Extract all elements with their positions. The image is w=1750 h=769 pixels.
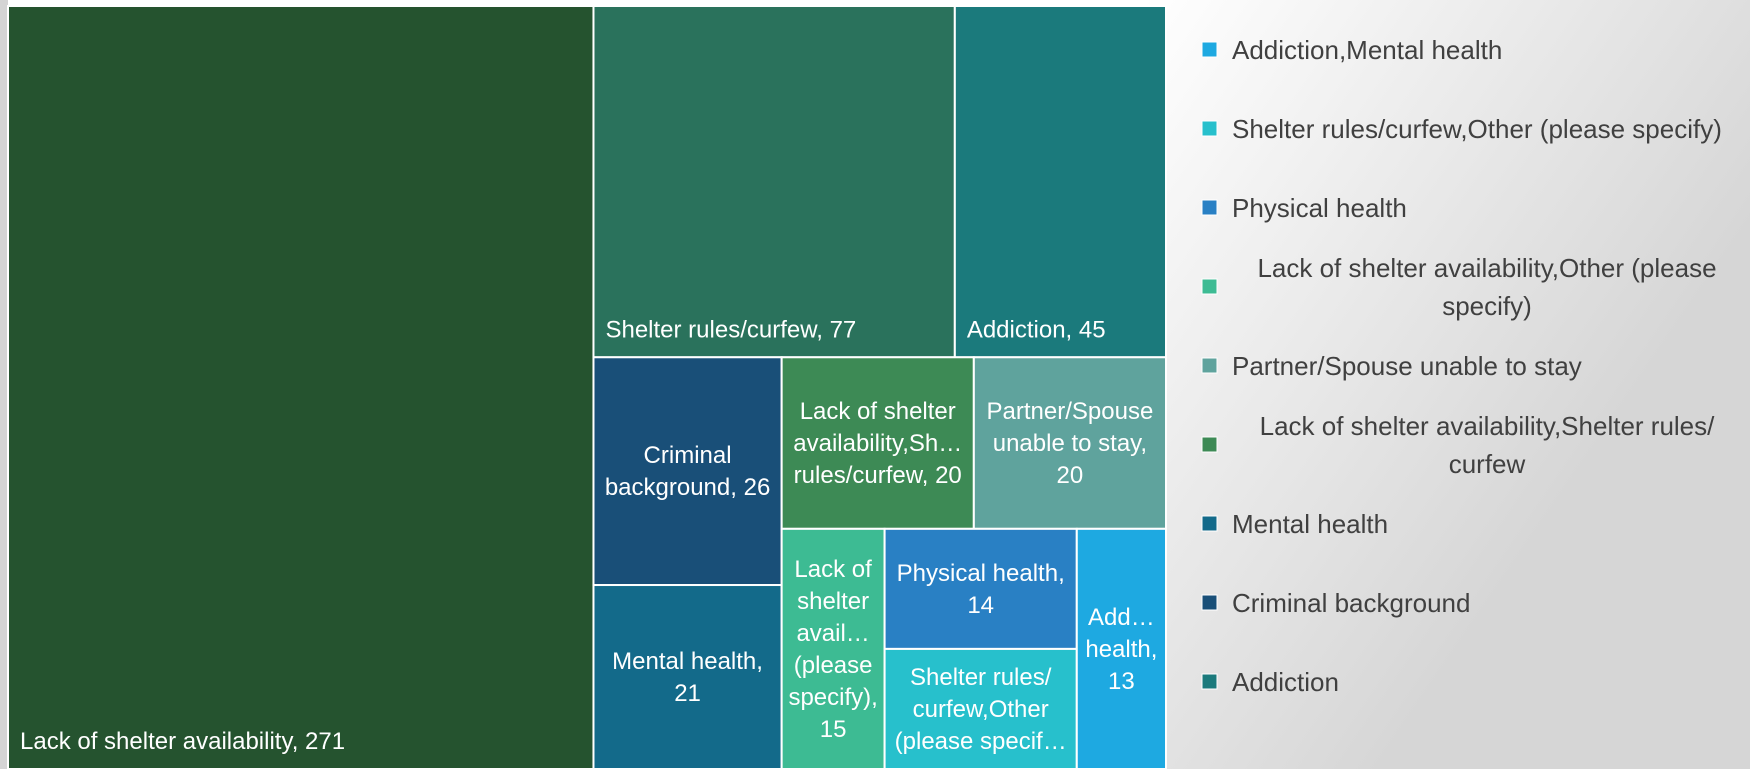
cell-name: Shelter rules/curfew — [605, 316, 818, 343]
cell-value: 21 — [674, 680, 701, 707]
legend-swatch — [1201, 120, 1218, 137]
legend-swatch — [1201, 673, 1218, 690]
cell-label: Lack of shelter avail… (please specify), 15 — [788, 556, 877, 743]
cell-name: Add… health — [1085, 604, 1154, 663]
legend-label: Addiction — [1232, 667, 1339, 697]
treemap: Lack of shelter availability, 271 Shelter… — [7, 5, 1168, 769]
treemap-cell — [592, 5, 956, 359]
legend-swatch — [1201, 357, 1218, 374]
treemap-cell — [972, 356, 1168, 530]
cell-label: Criminal background, 26 — [605, 442, 770, 501]
cell-name: Lack of shelter availability — [20, 728, 293, 755]
legend-item: Criminal background — [1201, 588, 1470, 618]
treemap-cell — [7, 5, 595, 769]
legend-label: Lack of shelter availability,Shelter rul… — [1260, 411, 1716, 479]
legend-item: Addiction,Mental health — [1201, 35, 1502, 65]
legend-item: Lack of shelter availability,Shelter rul… — [1201, 411, 1716, 479]
treemap-cell — [953, 5, 1167, 359]
legend-label: Criminal background — [1232, 588, 1470, 618]
cell-label: Addiction, 45 — [967, 316, 1106, 343]
cell-name: Physical health — [897, 560, 1058, 587]
cell-name: Partner/Spouse unable to stay — [987, 398, 1154, 457]
treemap-cell — [592, 584, 783, 769]
cell-label: Shelter rules/curfew,Other (please specif… — [895, 664, 1067, 755]
legend-item: Mental health — [1201, 509, 1388, 539]
cell-label: Partner/Spouse unable to stay, 20 — [987, 398, 1154, 489]
cell-name: Mental health — [612, 648, 756, 675]
legend-label: Shelter rules/curfew,Other (please speci… — [1232, 114, 1722, 144]
cell-label: Shelter rules/curfew, 77 — [605, 316, 856, 343]
cell-name: Shelter rules/curfew,Other (please specif… — [895, 664, 1067, 755]
cell-name: Addiction — [967, 316, 1066, 343]
legend-label: Addiction,Mental health — [1232, 35, 1502, 65]
cell-value: 26 — [744, 474, 771, 501]
cell-label: Lack of shelter availability,Sh… rules/cur… — [793, 398, 962, 489]
treemap-cell — [883, 647, 1078, 769]
legend-item: Physical health — [1201, 193, 1407, 223]
legend-label: Lack of shelter availability,Other (plea… — [1257, 253, 1716, 321]
cell-value: 45 — [1079, 316, 1106, 343]
frame-edge — [0, 0, 8, 769]
cell-label: Lack of shelter availability, 271 — [20, 728, 345, 755]
cell-label: Mental health, 21 — [612, 648, 763, 707]
legend-swatch — [1201, 41, 1218, 58]
cell-label: Add… health, 13 — [1085, 604, 1157, 695]
cell-name: Lack of shelter availability,Sh… rules/cur… — [793, 398, 962, 489]
legend-label: Partner/Spouse unable to stay — [1232, 351, 1582, 381]
cell-label: Physical health, 14 — [897, 560, 1065, 619]
cell-name: Lack of shelter avail… (please specify) — [788, 556, 872, 711]
cell-value: 20 — [935, 462, 962, 489]
cell-value: 77 — [830, 316, 857, 343]
legend-swatch — [1201, 199, 1218, 216]
cell-value: 15 — [820, 716, 847, 743]
cell-value: 13 — [1108, 668, 1135, 695]
legend-swatch — [1201, 515, 1218, 532]
cell-value: 271 — [305, 728, 345, 755]
legend-item: Shelter rules/curfew,Other (please speci… — [1201, 114, 1722, 144]
legend-item: Addiction — [1201, 667, 1339, 697]
legend-swatch — [1201, 278, 1218, 295]
treemap-cell — [883, 527, 1078, 650]
treemap-cell — [592, 356, 783, 587]
legend-label: Mental health — [1232, 509, 1388, 539]
legend-item: Partner/Spouse unable to stay — [1201, 351, 1582, 381]
legend-swatch — [1201, 436, 1218, 453]
treemap-cell — [780, 356, 975, 530]
cell-name: Criminal background — [605, 442, 732, 501]
cell-value: 14 — [967, 592, 994, 619]
legend-label: Physical health — [1232, 193, 1407, 223]
cell-value: 20 — [1057, 462, 1084, 489]
legend-swatch — [1201, 594, 1218, 611]
legend: Addiction,Mental health Shelter rules/cur… — [1201, 35, 1722, 697]
legend-item: Lack of shelter availability,Other (plea… — [1201, 253, 1717, 321]
